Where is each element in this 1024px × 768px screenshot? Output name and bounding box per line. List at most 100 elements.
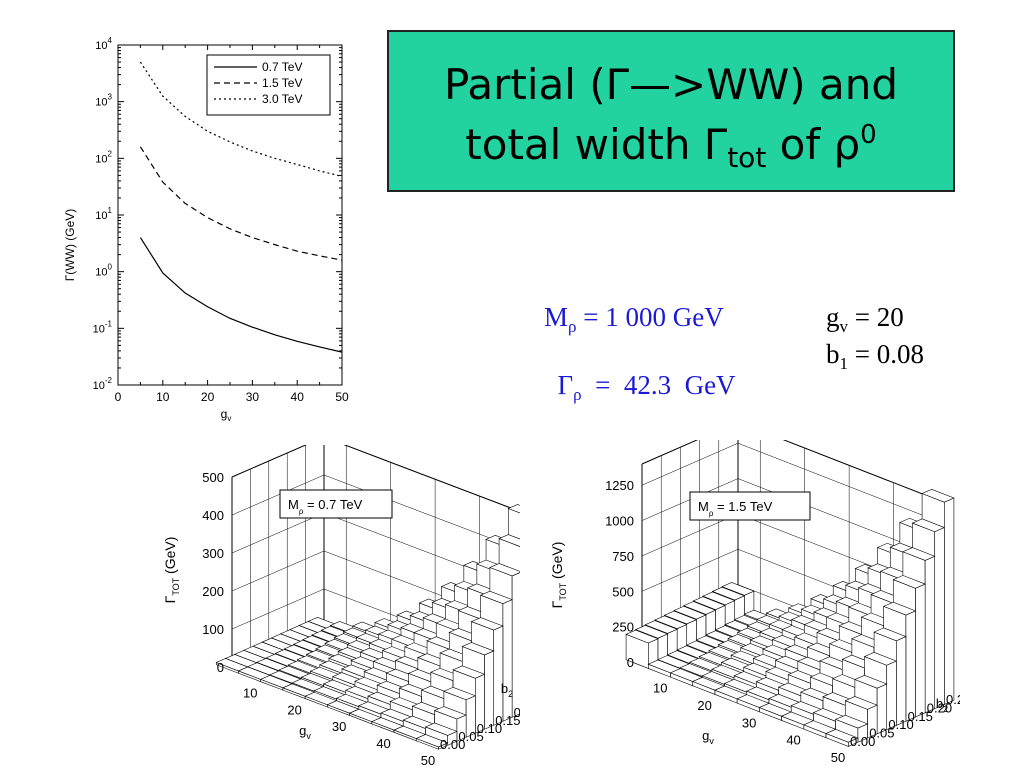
bar3d-bar <box>493 625 504 726</box>
plot1-legend-label: 0.7 TeV <box>262 60 302 74</box>
bar3d-x-tick-label: 30 <box>742 715 756 730</box>
plot1-series-line-2 <box>139 61 343 177</box>
bar3d-bar <box>892 575 926 589</box>
bar3d-y-tick-label: 0.10 <box>888 717 913 732</box>
bar3d-x-tick-label: 40 <box>376 736 390 751</box>
plot1-x-tick-label: 10 <box>156 390 170 404</box>
bar3d-x-tick-label: 50 <box>421 753 435 765</box>
plot1-y-tick-label: 10-2 <box>93 376 113 392</box>
plot1-x-tick-label: 0 <box>115 390 122 404</box>
param-gv: gv = 20 <box>826 302 904 336</box>
bar3d-z-tick-label: 750 <box>612 549 634 564</box>
param-b1: b1 = 0.08 <box>826 339 924 373</box>
bar3d-annotation-text: Mρ = 1.5 TeV <box>698 499 773 518</box>
slide-title-line2: total width Γtot of ρ0 <box>465 120 877 174</box>
bar3d-bar <box>682 601 717 615</box>
plot1-ylabel: Γ(WW) (GeV) <box>63 209 77 282</box>
bar3d-bar <box>452 665 486 679</box>
bar3d-x-axis-label: gv <box>299 723 311 741</box>
bar3d-bars <box>625 488 955 747</box>
bar3d-annotation: Mρ = 1.5 TeV <box>689 491 811 521</box>
bar3d-bar <box>479 590 513 604</box>
gamma-tot-1p5-plot: 0 250 500 750 1000 1250 10 20 30 40 50 0.000.050.10… <box>549 440 960 765</box>
plot1-y-tick-label: 103 <box>95 93 112 109</box>
bar3d-bar <box>692 596 726 610</box>
plot1-series-line-1 <box>139 146 343 261</box>
plot1-ticks: 0 10 20 30 40 50 10-2 10-1 100 101 102 103 104 <box>93 36 349 404</box>
bar3d-bar <box>863 652 898 666</box>
bar3d-bar <box>896 636 907 726</box>
bar3d-y-axis-label: b2 <box>501 681 513 699</box>
plot1-legend-label: 1.5 TeV <box>262 76 302 90</box>
bar3d-y-tick-label: 0.00 <box>850 734 875 749</box>
bar3d-z-tick-label: 250 <box>612 620 634 635</box>
plot1-xlabel: gv <box>221 407 232 423</box>
bar3d-z-tick-label: 1250 <box>605 478 634 493</box>
gamma-tot-0p7-plot: 010020030040050010203040500.000.050.100.… <box>162 445 520 765</box>
bar3d-z-axis-label: ΓTOT (GeV) <box>549 542 568 609</box>
bar3d-bar <box>507 504 520 514</box>
plot1-x-tick-label: 20 <box>201 390 215 404</box>
plot1-legend-label: 3.0 TeV <box>262 92 302 106</box>
plot1-series <box>139 61 343 353</box>
bar3d-bar <box>702 591 736 606</box>
plot1-y-tick-label: 10-1 <box>93 319 113 335</box>
bar3d-bar <box>502 599 513 722</box>
bar3d-x-tick-label: 10 <box>243 685 257 700</box>
bar3d-bar <box>915 583 926 718</box>
bar3d-annotation: Mρ = 0.7 TeV <box>279 489 393 519</box>
gamma-ww-plot: 0 10 20 30 40 50 10-2 10-1 100 101 102 103 104 0.7 T… <box>63 36 349 423</box>
bar3d-bar <box>844 696 878 710</box>
bar3d-bar <box>921 488 955 503</box>
bar3d-x-axis-label: gv <box>702 728 714 746</box>
bar3d-y-tick-label: 0.25 <box>946 692 960 707</box>
bar3d-bar <box>854 675 888 689</box>
bar3d-x-tick-label: 50 <box>831 750 845 765</box>
bar3d-bar <box>433 706 467 720</box>
bar3d-z-tick-label: 500 <box>612 584 634 599</box>
plot1-y-tick-label: 101 <box>95 206 112 222</box>
bar3d-bar <box>934 527 945 710</box>
bar3d-z-tick-label: 1000 <box>605 514 634 529</box>
bar3d-z-tick-label: 200 <box>202 584 224 599</box>
slide-title-line1: Partial (Γ—>WW) and <box>443 60 899 109</box>
bar3d-bar <box>461 642 495 656</box>
bar3d-bar <box>944 497 955 705</box>
plot1-legend-box <box>206 54 331 116</box>
plot1-x-tick-label: 50 <box>335 390 349 404</box>
bar3d-y-tick-label: 0.10 <box>477 721 502 736</box>
bar3d-bar <box>470 617 504 631</box>
bar3d-z-tick-label: 500 <box>202 470 224 485</box>
bar3d-x-tick-label: 20 <box>287 702 301 717</box>
bar3d-bar <box>498 534 520 547</box>
param-m-rho: Mρ = 1 000 GeV <box>544 302 724 336</box>
bar3d-x-tick-label: 40 <box>786 733 800 748</box>
plot1-y-tick-label: 104 <box>95 36 112 52</box>
bar3d-y-tick-label: 0.15 <box>908 709 933 724</box>
plot1-legend: 0.7 TeV 1.5 TeV 3.0 TeV <box>206 54 331 116</box>
bar3d-bar <box>834 714 869 729</box>
bar3d-bar <box>882 601 917 616</box>
plot1-series-line-0 <box>139 237 343 353</box>
bar3d-x-tick-label: 30 <box>332 719 346 734</box>
bar3d-bar <box>924 555 936 714</box>
slide-title-box: Partial (Γ—>WW) and total width Γtot of … <box>387 30 955 192</box>
plot1-y-tick-label: 100 <box>95 263 112 279</box>
bar3d-bar <box>489 563 520 577</box>
bar3d-z-tick-label: 400 <box>202 508 224 523</box>
bar3d-z-tick-label: 0 <box>627 655 634 670</box>
bar3d-bar <box>443 686 477 701</box>
bar3d-bar <box>634 625 669 639</box>
bar3d-y-tick-label: 0.15 <box>495 713 520 728</box>
bar3d-bars <box>215 504 520 750</box>
plot1-x-tick-label: 40 <box>291 390 305 404</box>
bar3d-y-tick-label: 0.05 <box>869 726 894 741</box>
bar3d-z-axis-label: ΓTOT (GeV) <box>162 537 181 604</box>
bar3d-y-tick-label: 0.05 <box>458 729 483 744</box>
bar3d-bar <box>825 728 859 743</box>
bar3d-bar <box>663 610 698 625</box>
bar3d-bar <box>873 627 907 642</box>
bar3d-y-tick-label: 0.20 <box>927 700 952 715</box>
bar3d-y-tick-label: 0.00 <box>440 737 465 752</box>
plot1-y-tick-label: 102 <box>95 149 112 165</box>
